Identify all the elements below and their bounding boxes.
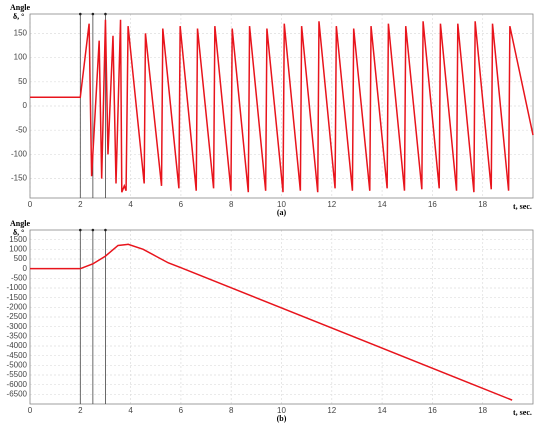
y-axis-label: Angle	[10, 219, 30, 228]
x-tick-label: 10	[277, 200, 286, 209]
x-tick-label: 10	[277, 406, 286, 415]
y-tick-label: 50	[18, 77, 27, 86]
x-tick-label: 0	[28, 406, 33, 415]
y-tick-label: -3000	[7, 322, 28, 331]
plot-frame	[29, 229, 534, 405]
x-tick-label: 6	[179, 200, 184, 209]
x-tick-label: 16	[428, 200, 437, 209]
series-line	[30, 19, 534, 193]
y-tick-label: -5500	[7, 370, 28, 379]
y-tick-label: -4000	[7, 341, 28, 350]
event-marker	[79, 228, 82, 232]
y-tick-label: -500	[11, 273, 28, 282]
series-line	[30, 243, 513, 401]
x-tick-label: 2	[78, 200, 83, 209]
plot-frame	[29, 13, 534, 199]
x-tick-label: 12	[327, 406, 336, 415]
x-tick-label: 12	[327, 200, 336, 209]
y-tick-label: 100	[14, 53, 28, 62]
caption: (b)	[277, 414, 287, 423]
y-tick-label: -100	[11, 150, 28, 159]
y-tick-label: -6500	[7, 389, 28, 398]
y-tick-label: 1000	[9, 244, 27, 253]
y-tick-label: -2500	[7, 312, 28, 321]
x-tick-label: 2	[78, 406, 83, 415]
y-tick-label: 150	[14, 28, 28, 37]
y-tick-label: -4500	[7, 351, 28, 360]
y-axis-unit: δ, °	[13, 228, 24, 237]
x-tick-label: 8	[229, 406, 234, 415]
x-tick-label: 18	[478, 200, 487, 209]
x-tick-label: 14	[378, 200, 387, 209]
y-tick-label: -6000	[7, 380, 28, 389]
event-marker	[79, 12, 82, 16]
y-tick-label: -1500	[7, 293, 28, 302]
x-tick-label: 8	[229, 200, 234, 209]
y-tick-label: -5000	[7, 360, 28, 369]
y-tick-label: 1500	[9, 235, 27, 244]
event-marker	[91, 228, 95, 232]
event-marker	[104, 12, 107, 16]
y-axis-label: Angle	[10, 3, 30, 12]
x-tick-label: 4	[128, 406, 133, 415]
y-tick-label: -50	[15, 125, 27, 134]
y-tick-label: 0	[23, 101, 28, 110]
y-axis-unit: δ, °	[13, 12, 24, 21]
y-tick-label: -1000	[7, 283, 28, 292]
x-tick-label: 6	[179, 406, 184, 415]
x-tick-label: 0	[28, 200, 33, 209]
x-tick-label: 16	[428, 406, 437, 415]
event-marker	[91, 12, 95, 16]
y-tick-label: 0	[23, 264, 28, 273]
x-tick-label: 14	[378, 406, 387, 415]
x-tick-label: 18	[478, 406, 487, 415]
y-tick-label: -3500	[7, 331, 28, 340]
caption: (a)	[277, 208, 287, 217]
event-marker	[104, 228, 107, 232]
y-tick-label: 500	[14, 254, 28, 263]
x-axis-label: t, sec.	[513, 202, 532, 211]
y-tick-label: -150	[11, 174, 28, 183]
x-axis-label: t, sec.	[513, 408, 532, 417]
y-tick-label: -2000	[7, 302, 28, 311]
x-tick-label: 4	[128, 200, 133, 209]
